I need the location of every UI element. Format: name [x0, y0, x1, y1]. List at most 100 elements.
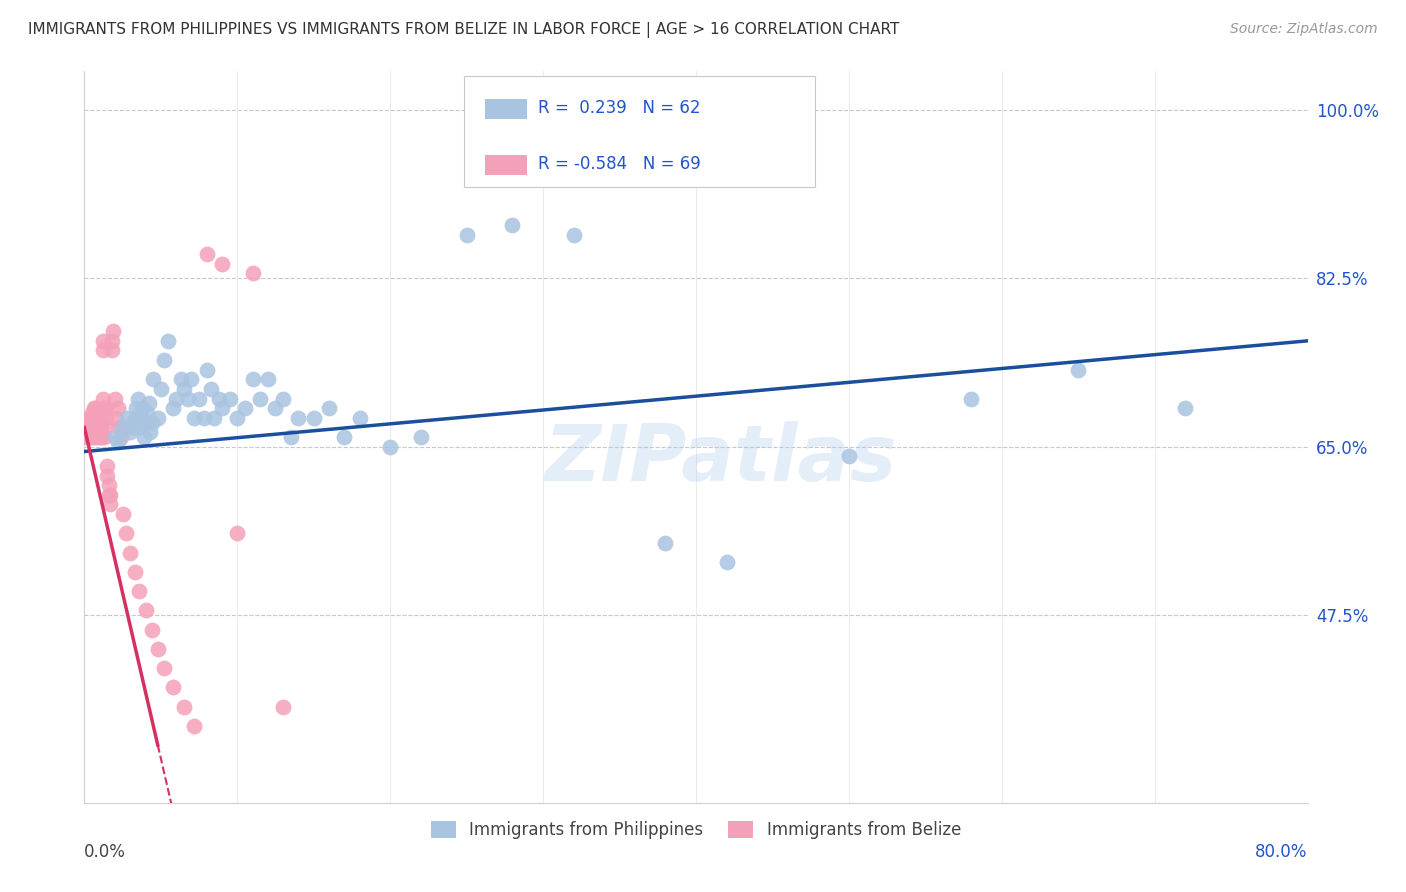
Point — [211, 257, 233, 271]
Point — [80, 430, 103, 444]
Point — [89, 430, 111, 444]
Point — [153, 353, 176, 368]
Point — [93, 401, 115, 416]
Point — [101, 343, 124, 358]
Point — [141, 623, 163, 637]
Point — [138, 396, 160, 410]
Point — [135, 603, 157, 617]
Point — [90, 416, 112, 430]
Point — [170, 372, 193, 386]
Point — [124, 565, 146, 579]
Point — [141, 416, 163, 430]
Point — [91, 334, 114, 348]
Point — [502, 219, 524, 233]
Point — [409, 430, 432, 444]
Point — [111, 420, 134, 434]
Point — [77, 410, 100, 425]
Point — [83, 425, 105, 440]
Point — [136, 406, 159, 420]
Point — [183, 719, 205, 733]
Point — [94, 420, 117, 434]
Point — [242, 372, 264, 386]
Point — [89, 410, 111, 425]
Point — [79, 430, 101, 444]
Point — [132, 430, 155, 444]
Point — [249, 392, 271, 406]
Point — [838, 450, 860, 464]
Point — [349, 410, 371, 425]
Point — [89, 420, 111, 434]
Point — [233, 401, 256, 416]
Point — [96, 458, 118, 473]
Point — [173, 699, 195, 714]
Point — [86, 410, 108, 425]
Point — [271, 699, 294, 714]
Point — [84, 416, 107, 430]
Point — [83, 410, 105, 425]
Point — [87, 425, 110, 440]
Point — [94, 401, 117, 416]
Point — [153, 661, 176, 675]
Point — [173, 382, 195, 396]
Point — [177, 392, 200, 406]
Point — [157, 334, 180, 348]
Point — [380, 440, 402, 454]
Text: R =  0.239   N = 62: R = 0.239 N = 62 — [538, 99, 702, 117]
Text: IMMIGRANTS FROM PHILIPPINES VS IMMIGRANTS FROM BELIZE IN LABOR FORCE | AGE > 16 : IMMIGRANTS FROM PHILIPPINES VS IMMIGRANT… — [28, 22, 900, 38]
Point — [180, 372, 202, 386]
Point — [142, 372, 165, 386]
Point — [162, 681, 184, 695]
Point — [960, 392, 983, 406]
Point — [77, 420, 100, 434]
Point — [242, 267, 264, 281]
Point — [1067, 362, 1090, 376]
Point — [287, 410, 309, 425]
Point — [456, 227, 478, 242]
Point — [264, 401, 287, 416]
Point — [111, 507, 134, 521]
Point — [76, 420, 98, 434]
Point — [98, 488, 121, 502]
Point — [280, 430, 302, 444]
Point — [91, 343, 114, 358]
Point — [125, 401, 148, 416]
Point — [333, 430, 356, 444]
Point — [120, 425, 142, 440]
Point — [1174, 401, 1197, 416]
Point — [115, 410, 138, 425]
Point — [80, 416, 103, 430]
Point — [84, 430, 107, 444]
Point — [105, 410, 128, 425]
Point — [96, 468, 118, 483]
Point — [90, 430, 112, 444]
Point — [84, 420, 107, 434]
Point — [108, 420, 131, 434]
Point — [162, 401, 184, 416]
Point — [716, 555, 738, 569]
Point — [79, 410, 101, 425]
Point — [226, 410, 249, 425]
Point — [80, 406, 103, 420]
Point — [94, 410, 117, 425]
Text: 0.0%: 0.0% — [84, 843, 127, 861]
Point — [83, 401, 105, 416]
Point — [104, 430, 127, 444]
Point — [122, 420, 145, 434]
Point — [98, 498, 121, 512]
Text: Source: ZipAtlas.com: Source: ZipAtlas.com — [1230, 22, 1378, 37]
Point — [90, 425, 112, 440]
Point — [79, 420, 101, 434]
Point — [302, 410, 325, 425]
Point — [110, 430, 132, 444]
Point — [101, 334, 124, 348]
Point — [271, 392, 294, 406]
Point — [127, 392, 149, 406]
Point — [86, 430, 108, 444]
Point — [120, 545, 142, 559]
Point — [226, 526, 249, 541]
Point — [76, 430, 98, 444]
Point — [80, 420, 103, 434]
Point — [97, 478, 120, 492]
Point — [84, 401, 107, 416]
Point — [131, 401, 153, 416]
